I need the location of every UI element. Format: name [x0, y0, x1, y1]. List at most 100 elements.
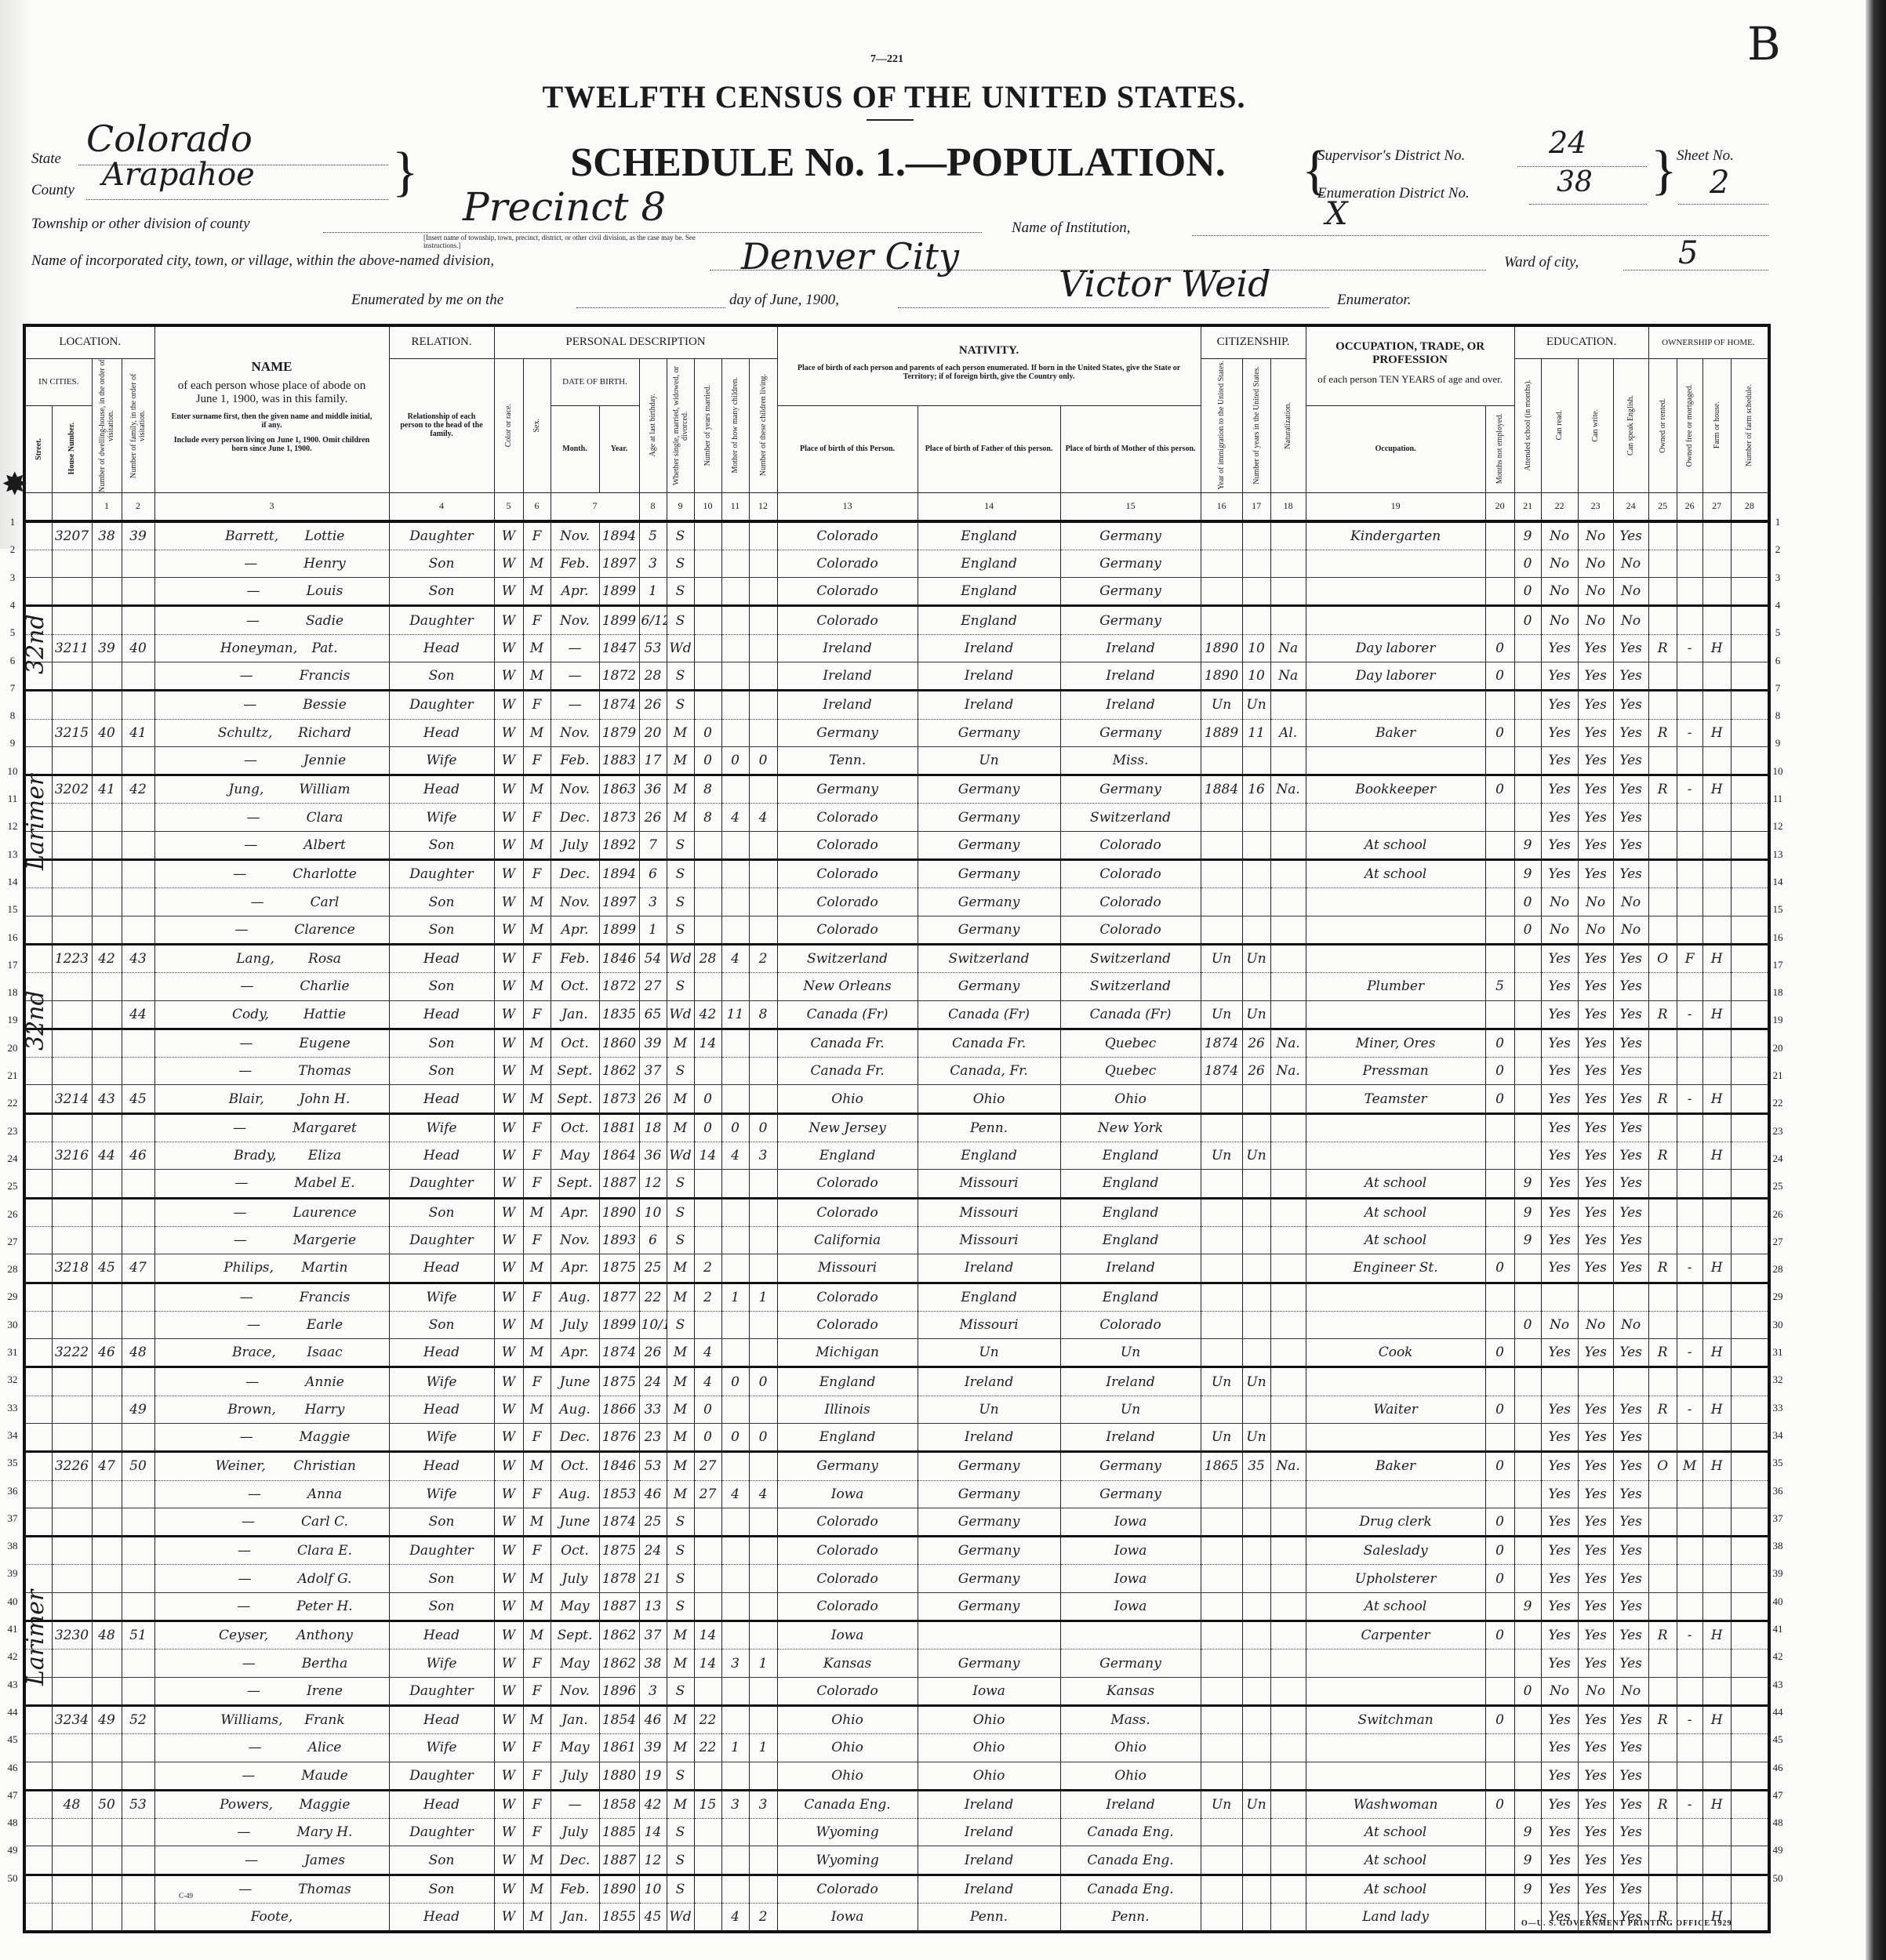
occupation-cell: Bookkeeper	[1305, 775, 1486, 804]
dwelling-number-cell	[91, 1508, 122, 1538]
line-number: 28	[1772, 1263, 1783, 1276]
street-cell	[24, 1226, 53, 1255]
children-living-cell	[748, 1226, 778, 1255]
dwelling-number-cell: 43	[91, 1084, 122, 1115]
years-in-us-cell	[1241, 1733, 1271, 1762]
owned-rented-cell: R	[1648, 775, 1677, 804]
line-number: 36	[7, 1484, 18, 1497]
birthplace-person-cell: Ohio	[776, 1084, 918, 1115]
table-row: 1223 42 43 Lang, Rosa Head W F Feb. 1846 54 Wd 28 4 2 S…	[24, 944, 1770, 974]
owned-rented-cell: O	[1648, 944, 1677, 974]
header-name: NAME of each person whose place of abode…	[154, 325, 390, 493]
children-living-cell	[748, 1536, 778, 1566]
school-months-cell	[1514, 1142, 1542, 1171]
naturalization-cell: Na.	[1270, 1029, 1306, 1058]
birthplace-mother-cell: Canada Eng.	[1059, 1818, 1201, 1847]
free-mortgaged-cell	[1676, 550, 1703, 579]
years-married-cell	[693, 662, 722, 692]
years-married-cell	[693, 634, 722, 662]
county-label: County	[31, 182, 74, 198]
street-cell	[24, 1283, 53, 1312]
farm-schedule-cell	[1730, 1254, 1770, 1284]
institution-label: Name of Institution,	[1012, 220, 1131, 236]
immigration-year-cell	[1200, 1762, 1243, 1791]
line-number: 30	[1772, 1318, 1783, 1330]
can-read-cell: Yes	[1540, 634, 1579, 662]
line-number: 20	[7, 1041, 18, 1054]
immigration-year-cell	[1200, 1198, 1243, 1227]
farm-schedule-cell	[1730, 1818, 1770, 1847]
years-married-cell: 2	[693, 1283, 722, 1312]
farm-schedule-cell	[1730, 1283, 1770, 1312]
marital-status-cell: S	[666, 1677, 695, 1707]
free-mortgaged-cell	[1676, 1564, 1703, 1593]
marital-status-cell: S	[666, 1818, 695, 1847]
free-mortgaged-cell	[1676, 916, 1703, 946]
birth-year-cell: 1858	[598, 1790, 640, 1820]
age-cell: 38	[638, 1649, 667, 1678]
farm-schedule-cell	[1730, 1762, 1770, 1791]
dwelling-number-cell	[91, 1677, 122, 1707]
table-row: — Jennie Wife W F Feb. 1883 17 M 0 0 0 Tenn. Un Miss. Y…	[24, 746, 1770, 777]
can-read-cell: Yes	[1540, 1536, 1579, 1566]
line-number: 22	[7, 1097, 18, 1109]
birth-month-cell: Apr.	[550, 1338, 600, 1369]
relation-cell: Head	[388, 1396, 495, 1425]
immigration-year-cell: 1874	[1200, 1029, 1243, 1058]
birthplace-mother-cell: Switzerland	[1059, 972, 1201, 1001]
relation-cell: Head	[388, 719, 495, 747]
column-number: 2	[121, 492, 155, 523]
header-education: EDUCATION.	[1514, 325, 1649, 359]
children-living-cell	[748, 1818, 778, 1847]
family-number-cell	[121, 550, 155, 579]
birthplace-father-cell	[917, 1621, 1061, 1650]
can-write-cell: Yes	[1577, 1564, 1614, 1593]
years-married-cell: 8	[693, 775, 722, 804]
marital-status-cell: Wd	[666, 1142, 695, 1171]
owned-rented-cell: O	[1648, 1451, 1677, 1481]
line-number: 39	[7, 1567, 18, 1580]
free-mortgaged-cell	[1676, 1057, 1703, 1086]
line-number: 37	[1772, 1512, 1783, 1524]
immigration-year-cell	[1200, 1508, 1243, 1538]
farm-schedule-cell	[1730, 916, 1770, 946]
surname: Blair,	[228, 1091, 264, 1107]
relation-cell: Son	[388, 1875, 495, 1904]
birthplace-mother-cell: Canada Eng.	[1059, 1846, 1201, 1876]
years-in-us-cell	[1241, 1311, 1271, 1340]
years-married-cell	[693, 521, 722, 550]
can-read-cell: Yes	[1540, 1564, 1579, 1593]
dwelling-number-cell	[91, 1733, 122, 1762]
relation-cell: Son	[388, 662, 495, 692]
header-relation: RELATION.	[388, 325, 495, 359]
line-number: 7	[1775, 681, 1781, 694]
house-number-cell	[51, 916, 93, 946]
owned-rented-cell	[1648, 1169, 1677, 1200]
birthplace-mother-cell: Ohio	[1059, 1762, 1201, 1791]
relation-cell: Son	[388, 1564, 495, 1593]
children-living-cell	[748, 887, 778, 916]
color-cell: W	[493, 972, 524, 1001]
given-name: Anthony	[296, 1628, 353, 1644]
naturalization-cell	[1270, 1903, 1306, 1933]
name-cell: Lang, Rosa	[154, 944, 390, 974]
years-married-cell	[693, 1677, 722, 1707]
given-name: Jennie	[303, 753, 347, 769]
table-row: Foote, Head W M Jan. 1855 45 Wd 4 2 Iowa Penn. Penn.…	[24, 1903, 1770, 1933]
age-cell: 12	[638, 1846, 667, 1876]
sex-label: Sex.	[532, 418, 541, 433]
given-name: Mary H.	[296, 1824, 353, 1841]
naturalization-cell: Al.	[1270, 719, 1306, 747]
naturalization-cell	[1270, 1480, 1306, 1508]
free-mortgaged-cell: -	[1676, 1084, 1703, 1115]
naturalization-cell	[1270, 831, 1306, 862]
dwelling-number-cell	[91, 1113, 122, 1143]
name-cell: — Charlie	[154, 972, 390, 1001]
occupation-cell: Miner, Ores	[1305, 1029, 1486, 1058]
years-married-cell: 14	[693, 1649, 722, 1678]
children-living-cell	[748, 1875, 778, 1904]
table-row: 49 Brown, Harry Head W M Aug. 1866 33 M 0 Illinois U…	[24, 1396, 1770, 1425]
birthplace-mother-cell: Germany	[1059, 1451, 1201, 1481]
children-living-cell	[748, 1621, 778, 1650]
free-mortgaged-cell	[1676, 859, 1703, 889]
